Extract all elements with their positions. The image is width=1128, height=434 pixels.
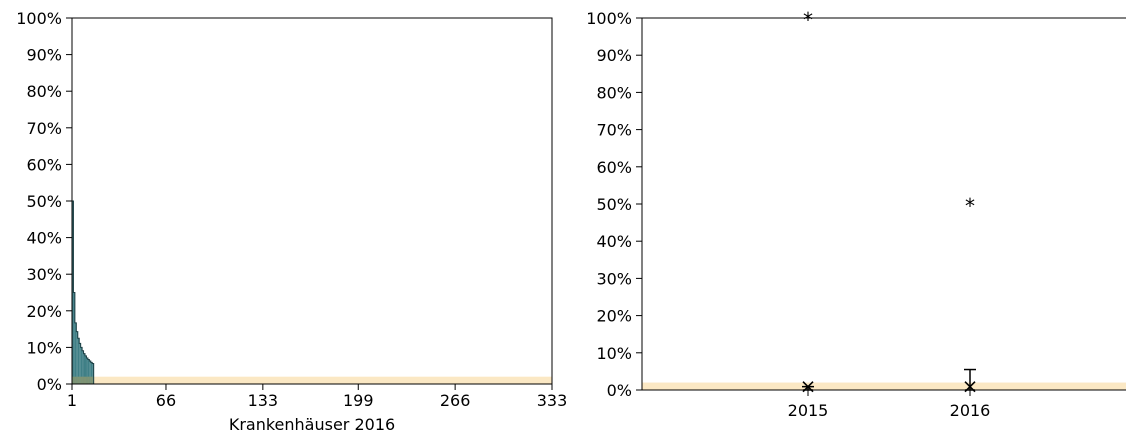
data-bar [87, 359, 90, 384]
data-bar [89, 360, 91, 384]
y-tick-label: 20% [26, 302, 62, 321]
y-tick-label: 50% [26, 192, 62, 211]
right-chart-scatter: 0% 10% 20% 30% 40% 50% 60% 70% 80% 90% 100% 2015 201… [586, 8, 1126, 420]
band-overlap [76, 376, 78, 384]
y-tick-label: 0% [607, 381, 632, 400]
x-tick-label: 133 [248, 391, 279, 410]
data-bar [83, 353, 86, 384]
y-tick-label: 70% [26, 119, 62, 138]
x-tick-label: 266 [440, 391, 471, 410]
band-overlap [80, 376, 83, 384]
plot-frame [71, 17, 553, 385]
y-tick-label: 70% [596, 121, 632, 140]
reference-band [72, 376, 552, 384]
y-tick-label: 50% [596, 195, 632, 214]
data-bar [92, 363, 94, 384]
data-bar [82, 350, 84, 384]
data-bar [80, 347, 83, 384]
y-tick-label: 40% [26, 229, 62, 248]
band-overlap [77, 376, 80, 384]
left-chart-histogram: 0% 10% 20% 30% 40% 50% 60% 70% 80% 90% 100% 1 66 133 1… [16, 9, 567, 434]
reference-band [642, 382, 1126, 390]
data-bar [73, 292, 75, 384]
outlier-point: * [803, 8, 813, 32]
x-tick-label: 66 [156, 391, 176, 410]
band-overlap [72, 376, 74, 384]
band-overlap [73, 376, 75, 384]
band-overlap [74, 376, 77, 384]
x-tick-label: 2015 [788, 401, 829, 420]
data-bar [77, 338, 80, 384]
band-overlap [92, 376, 94, 384]
data-bar [85, 355, 87, 384]
y-tick-label: 100% [586, 9, 632, 28]
y-tick-label: 90% [26, 46, 62, 65]
data-bar [86, 358, 88, 384]
data-bar [72, 201, 74, 384]
data-bar [74, 322, 77, 384]
y-tick-label: 20% [596, 307, 632, 326]
x-tick-label: 1 [67, 391, 77, 410]
y-tick-label: 60% [26, 155, 62, 174]
y-tick-label: 0% [37, 375, 62, 394]
y-tick-label: 60% [596, 158, 632, 177]
band-overlap [85, 376, 87, 384]
y-tick-label: 10% [26, 338, 62, 357]
x-axis-title: Krankenhäuser 2016 [229, 415, 395, 434]
bar-outline [71, 200, 95, 384]
y-tick-label: 80% [596, 83, 632, 102]
x-tick-label: 333 [537, 391, 568, 410]
y-tick-label: 10% [596, 344, 632, 363]
y-tick-label: 30% [596, 269, 632, 288]
y-tick-label: 30% [26, 265, 62, 284]
band-overlap [82, 376, 84, 384]
band-overlap [90, 376, 93, 384]
x-tick-label: 2016 [950, 401, 991, 420]
band-overlap [89, 376, 91, 384]
data-bar [79, 343, 81, 384]
band-overlap [79, 376, 81, 384]
y-tick-label: 80% [26, 82, 62, 101]
y-tick-label: 40% [596, 232, 632, 251]
y-tick-label: 100% [16, 9, 62, 28]
outlier-point: * [965, 194, 975, 218]
x-tick-label: 199 [343, 391, 374, 410]
band-overlap [83, 376, 86, 384]
y-tick-label: 90% [596, 46, 632, 65]
data-bar [90, 362, 93, 384]
data-bar [76, 331, 78, 384]
band-overlap [87, 376, 90, 384]
band-overlap [86, 376, 88, 384]
